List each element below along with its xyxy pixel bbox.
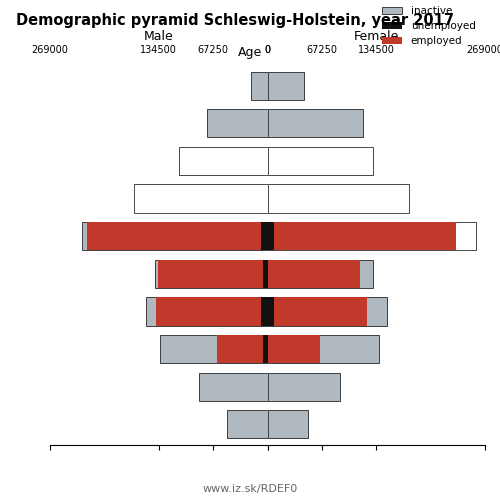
Bar [146,298,268,326]
Bar [178,147,268,175]
Text: 5: 5 [268,382,278,392]
Bar [227,410,268,438]
Text: 65: 65 [268,156,284,166]
Bar [268,222,274,250]
Bar [252,72,268,100]
Text: 15: 15 [268,344,284,354]
X-axis label: Male: Male [144,30,174,43]
Bar [82,222,268,250]
Bar [261,222,268,250]
Bar [264,260,268,288]
Bar [268,147,372,175]
Bar [134,184,268,212]
Bar [268,222,476,250]
Bar [268,335,379,363]
Bar [264,335,268,363]
Bar [199,372,268,401]
Text: Demographic pyramid Schleswig-Holstein, year 2017: Demographic pyramid Schleswig-Holstein, … [16,12,454,28]
Bar [268,298,387,326]
Text: 25: 25 [268,306,284,316]
Bar [268,184,409,212]
Bar [268,222,456,250]
Text: 85: 85 [268,80,284,90]
Bar [160,335,268,363]
Bar [261,298,268,326]
Text: 35: 35 [268,269,284,279]
Bar [156,298,268,326]
Bar [268,260,372,288]
Legend: inactive, unemployed, employed: inactive, unemployed, employed [378,2,480,50]
Bar [207,109,268,138]
Bar [268,298,367,326]
Bar [158,260,268,288]
Bar [268,260,360,288]
X-axis label: Female: Female [354,30,399,43]
Bar [268,410,308,438]
Text: Age: Age [238,46,262,59]
Bar [155,260,268,288]
Bar [216,335,268,363]
Text: 45: 45 [268,231,284,241]
Bar [268,72,304,100]
Bar [87,222,268,250]
Bar [268,109,363,138]
Bar [268,372,340,401]
Bar [268,335,320,363]
Text: 55: 55 [268,194,284,203]
Text: www.iz.sk/RDEF0: www.iz.sk/RDEF0 [202,484,298,494]
Text: 0: 0 [268,420,277,430]
Text: 75: 75 [268,118,284,128]
Bar [268,298,274,326]
